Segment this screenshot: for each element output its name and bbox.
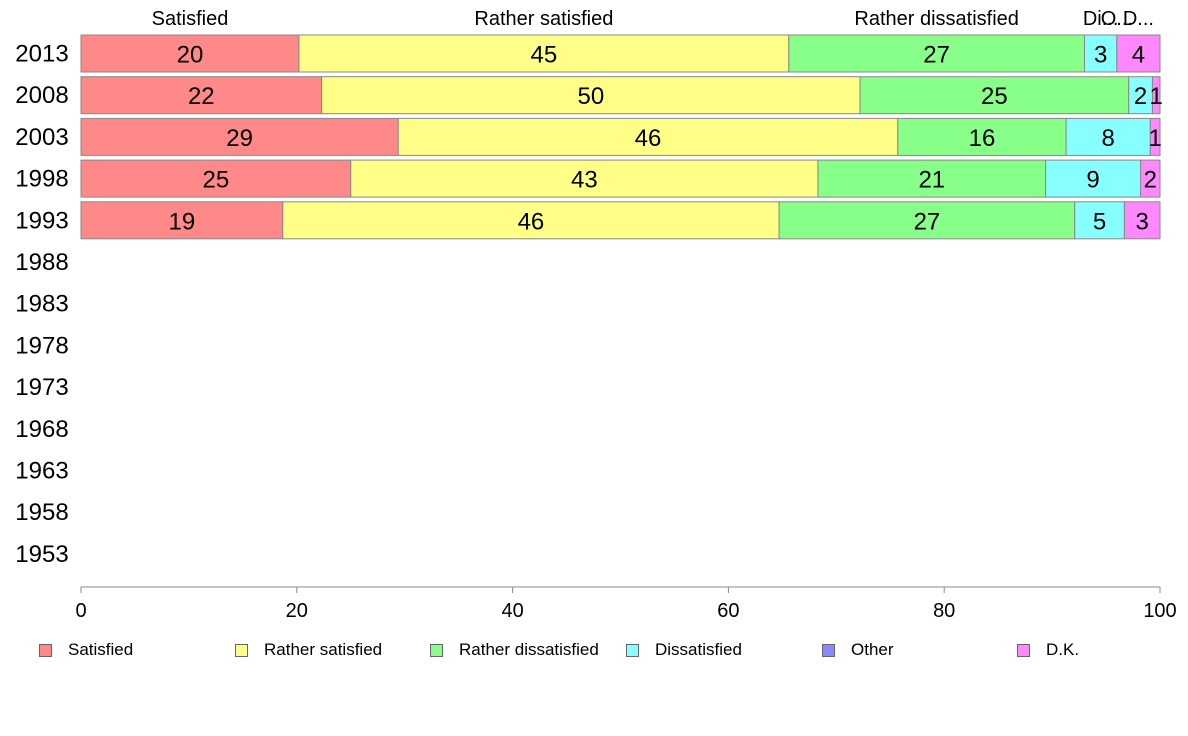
legend-label: Rather satisfied: [264, 640, 383, 659]
bar-2008-rather-dissatisfied: [859, 76, 1130, 115]
data-label: 25: [981, 83, 1008, 110]
data-label: 4: [1132, 42, 1145, 69]
segment-headers: Satisfied Rather satisfied Rather dissatis…: [152, 8, 1154, 30]
data-label: 8: [1102, 125, 1115, 152]
bar-1998-d-k-: [1140, 159, 1161, 198]
data-label: 20: [177, 42, 204, 69]
y-label-2003: 2003: [15, 124, 68, 151]
bar-2008-satisfied: [80, 76, 323, 115]
legend-item: Other: [822, 636, 894, 664]
bar-2003-rather-dissatisfied: [897, 117, 1067, 156]
x-tick-label: 80: [933, 600, 955, 622]
y-label-1978: 1978: [15, 332, 68, 359]
bar-2013-dissatisfied: [1083, 34, 1118, 73]
legend-item: D.K.: [1017, 636, 1079, 664]
legend-label: Other: [851, 640, 894, 659]
legend-item: Dissatisfied: [626, 636, 742, 664]
data-label: 1: [1148, 125, 1161, 152]
data-label: 3: [1094, 42, 1107, 69]
bar-2013-rather-dissatisfied: [788, 34, 1085, 73]
x-tick-label: 20: [286, 600, 308, 622]
x-tick-label: 40: [501, 600, 523, 622]
bars: 20 45 27 3 422 50 25 2 129 46 16 8 125 43 21 9 219 46 27 5 3: [80, 34, 1163, 240]
legend-swatch: [430, 643, 443, 657]
data-label: 2: [1144, 167, 1157, 194]
data-label: 21: [918, 167, 945, 194]
data-label: 19: [169, 208, 196, 235]
bar-2013-satisfied: [80, 34, 300, 73]
y-label-1998: 1998: [15, 166, 68, 193]
legend-label: Dissatisfied: [655, 640, 742, 659]
y-label-2013: 2013: [15, 41, 68, 68]
data-label: 27: [923, 42, 950, 69]
segment-header: O...: [1101, 8, 1133, 30]
bar-2013-d-k-: [1116, 34, 1161, 73]
data-label: 46: [518, 208, 545, 235]
y-label-1988: 1988: [15, 249, 68, 276]
legend-label: Satisfied: [68, 640, 134, 659]
y-label-1953: 1953: [15, 541, 68, 568]
x-tick-label: 60: [717, 600, 739, 622]
bar-1998-satisfied: [80, 159, 352, 198]
y-label-1958: 1958: [15, 499, 68, 526]
data-label: 22: [188, 83, 215, 110]
legend-swatch: [39, 643, 52, 657]
bar-1998-rather-dissatisfied: [817, 159, 1047, 198]
y-label-1968: 1968: [15, 416, 68, 443]
bar-1998-dissatisfied: [1045, 159, 1142, 198]
data-label: 16: [969, 125, 996, 152]
bar-2008-rather-satisfied: [321, 76, 861, 115]
data-label: 27: [914, 208, 941, 235]
x-axis: 0 20 40 60 80 100: [75, 586, 1177, 622]
data-label: 46: [635, 125, 662, 152]
legend-item: Rather satisfied: [235, 636, 382, 664]
data-label: 3: [1136, 208, 1149, 235]
y-label-2008: 2008: [15, 82, 68, 109]
data-label: 43: [571, 167, 598, 194]
x-tick-label: 0: [75, 600, 86, 622]
y-label-1983: 1983: [15, 291, 68, 318]
data-label: 45: [531, 42, 558, 69]
bar-2008-d-k-: [1151, 76, 1161, 115]
legend-swatch: [822, 643, 835, 657]
bar-2003-satisfied: [80, 117, 399, 156]
data-label: 5: [1093, 208, 1106, 235]
legend-label: D.K.: [1046, 640, 1080, 659]
bar-1993-rather-dissatisfied: [778, 201, 1076, 240]
data-label: 50: [577, 83, 604, 110]
legend-label: Rather dissatisfied: [459, 640, 599, 659]
legend-swatch: [235, 643, 248, 657]
data-label: 2: [1134, 83, 1147, 110]
y-label-1973: 1973: [15, 374, 68, 401]
data-label: 29: [226, 125, 253, 152]
data-label: 1: [1150, 83, 1163, 110]
legend-item: Rather dissatisfied: [430, 636, 599, 664]
x-tick-label: 100: [1143, 600, 1176, 622]
segment-header: Rather satisfied: [474, 8, 613, 30]
y-label-1963: 1963: [15, 458, 68, 485]
legend-swatch: [1017, 643, 1030, 657]
legend: Satisfied Rather satisfied Rather dissatis…: [0, 636, 1188, 666]
bar-2003-d-k-: [1149, 117, 1161, 156]
bar-1993-satisfied: [80, 201, 284, 240]
segment-header: Di...: [1083, 8, 1119, 30]
data-label: 25: [203, 167, 230, 194]
legend-item: Satisfied: [39, 636, 133, 664]
bar-2003-dissatisfied: [1065, 117, 1151, 156]
bar-1993-d-k-: [1123, 201, 1161, 240]
legend-swatch: [626, 643, 639, 657]
y-label-1993: 1993: [15, 207, 68, 234]
y-category-labels: 2013 2008 2003 1998 1993 1988 1983 1978 1973 1968…: [15, 41, 68, 568]
bar-1993-rather-satisfied: [282, 201, 780, 240]
segment-header: Satisfied: [152, 8, 229, 30]
segment-header: Rather dissatisfied: [854, 8, 1019, 30]
segment-header: D...: [1123, 8, 1154, 30]
bar-1998-rather-satisfied: [350, 159, 819, 198]
bar-1993-dissatisfied: [1074, 201, 1125, 240]
data-label: 9: [1086, 167, 1099, 194]
